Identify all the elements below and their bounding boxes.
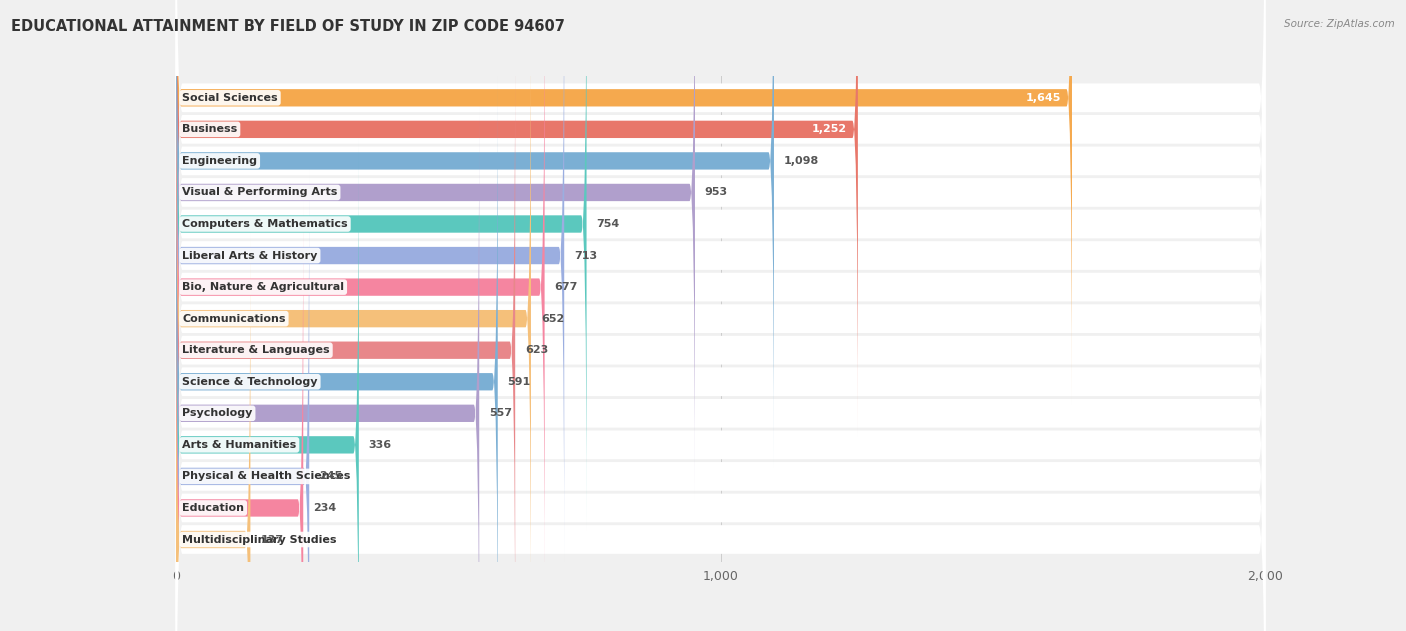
FancyBboxPatch shape [176, 12, 531, 625]
FancyBboxPatch shape [176, 170, 309, 631]
FancyBboxPatch shape [176, 18, 1265, 631]
FancyBboxPatch shape [176, 144, 1265, 631]
Text: 677: 677 [554, 282, 578, 292]
Text: Computers & Mathematics: Computers & Mathematics [183, 219, 347, 229]
FancyBboxPatch shape [176, 107, 479, 631]
Text: 754: 754 [596, 219, 620, 229]
Text: 1,252: 1,252 [811, 124, 846, 134]
FancyBboxPatch shape [176, 0, 586, 531]
FancyBboxPatch shape [176, 233, 250, 631]
FancyBboxPatch shape [176, 0, 695, 499]
Text: Liberal Arts & History: Liberal Arts & History [183, 251, 318, 261]
Text: Physical & Health Sciences: Physical & Health Sciences [183, 471, 350, 481]
FancyBboxPatch shape [176, 75, 498, 631]
FancyBboxPatch shape [176, 0, 773, 468]
Text: Source: ZipAtlas.com: Source: ZipAtlas.com [1284, 19, 1395, 29]
FancyBboxPatch shape [176, 0, 1265, 631]
Text: 245: 245 [319, 471, 342, 481]
Text: 336: 336 [368, 440, 392, 450]
Text: EDUCATIONAL ATTAINMENT BY FIELD OF STUDY IN ZIP CODE 94607: EDUCATIONAL ATTAINMENT BY FIELD OF STUDY… [11, 19, 565, 34]
Text: 1,645: 1,645 [1026, 93, 1062, 103]
Text: Education: Education [183, 503, 245, 513]
FancyBboxPatch shape [176, 0, 1071, 404]
FancyBboxPatch shape [176, 112, 1265, 631]
Text: Communications: Communications [183, 314, 285, 324]
Text: 1,098: 1,098 [783, 156, 820, 166]
FancyBboxPatch shape [176, 0, 1265, 525]
FancyBboxPatch shape [176, 138, 359, 631]
FancyBboxPatch shape [176, 201, 304, 631]
Text: 652: 652 [541, 314, 564, 324]
FancyBboxPatch shape [176, 0, 1265, 557]
FancyBboxPatch shape [176, 49, 1265, 631]
Text: Engineering: Engineering [183, 156, 257, 166]
FancyBboxPatch shape [176, 0, 1265, 631]
Text: Multidisciplinary Studies: Multidisciplinary Studies [183, 534, 337, 545]
Text: Bio, Nature & Agricultural: Bio, Nature & Agricultural [183, 282, 344, 292]
FancyBboxPatch shape [176, 0, 1265, 620]
FancyBboxPatch shape [176, 44, 515, 631]
FancyBboxPatch shape [176, 0, 1265, 462]
Text: Social Sciences: Social Sciences [183, 93, 278, 103]
Text: 713: 713 [574, 251, 598, 261]
FancyBboxPatch shape [176, 0, 564, 562]
FancyBboxPatch shape [176, 0, 544, 594]
FancyBboxPatch shape [176, 0, 1265, 631]
Text: 591: 591 [508, 377, 531, 387]
FancyBboxPatch shape [176, 0, 1265, 493]
Text: Business: Business [183, 124, 238, 134]
Text: 557: 557 [489, 408, 512, 418]
FancyBboxPatch shape [176, 175, 1265, 631]
Text: 234: 234 [314, 503, 336, 513]
Text: Literature & Languages: Literature & Languages [183, 345, 330, 355]
FancyBboxPatch shape [176, 0, 858, 436]
Text: 623: 623 [524, 345, 548, 355]
Text: Visual & Performing Arts: Visual & Performing Arts [183, 187, 337, 198]
Text: 137: 137 [260, 534, 284, 545]
FancyBboxPatch shape [176, 81, 1265, 631]
Text: 953: 953 [704, 187, 728, 198]
FancyBboxPatch shape [176, 0, 1265, 588]
Text: Arts & Humanities: Arts & Humanities [183, 440, 297, 450]
Text: Psychology: Psychology [183, 408, 253, 418]
Text: Science & Technology: Science & Technology [183, 377, 318, 387]
